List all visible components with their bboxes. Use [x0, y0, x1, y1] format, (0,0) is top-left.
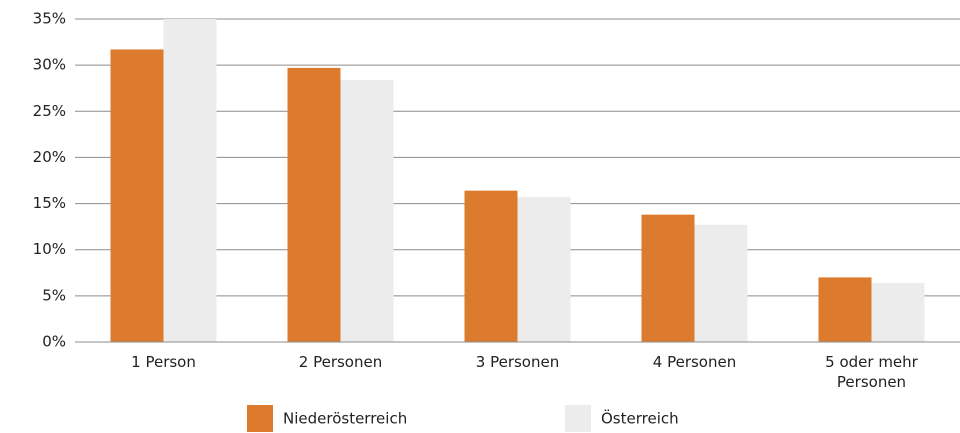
bar [641, 214, 695, 342]
y-tick-label: 30% [33, 56, 66, 74]
x-tick-label: 2 Personen [298, 353, 383, 371]
legend-swatch [565, 405, 591, 432]
y-tick-label: 20% [33, 148, 66, 166]
bar [818, 277, 872, 342]
y-tick-label: 0% [42, 333, 66, 351]
legend-swatch [247, 405, 273, 432]
bar [871, 282, 925, 342]
y-tick-label: 10% [33, 240, 66, 258]
legend-label: Österreich [601, 409, 679, 428]
x-tick-label: 4 Personen [652, 353, 737, 371]
y-tick-label: 35% [33, 10, 66, 28]
bar [694, 224, 748, 342]
x-tick-label: 1 Person [131, 353, 196, 371]
y-tick-label: 5% [42, 286, 66, 304]
bar [340, 79, 394, 342]
bar [464, 190, 518, 342]
y-tick-label: 25% [33, 102, 66, 120]
legend-label: Niederösterreich [283, 410, 407, 428]
bar [517, 197, 571, 342]
x-tick-label: 5 oder mehr Personen [825, 353, 918, 391]
bar [110, 49, 164, 342]
y-tick-label: 15% [33, 194, 66, 212]
bar [287, 67, 341, 342]
x-tick-label: 3 Personen [475, 353, 560, 371]
bar [163, 19, 217, 342]
